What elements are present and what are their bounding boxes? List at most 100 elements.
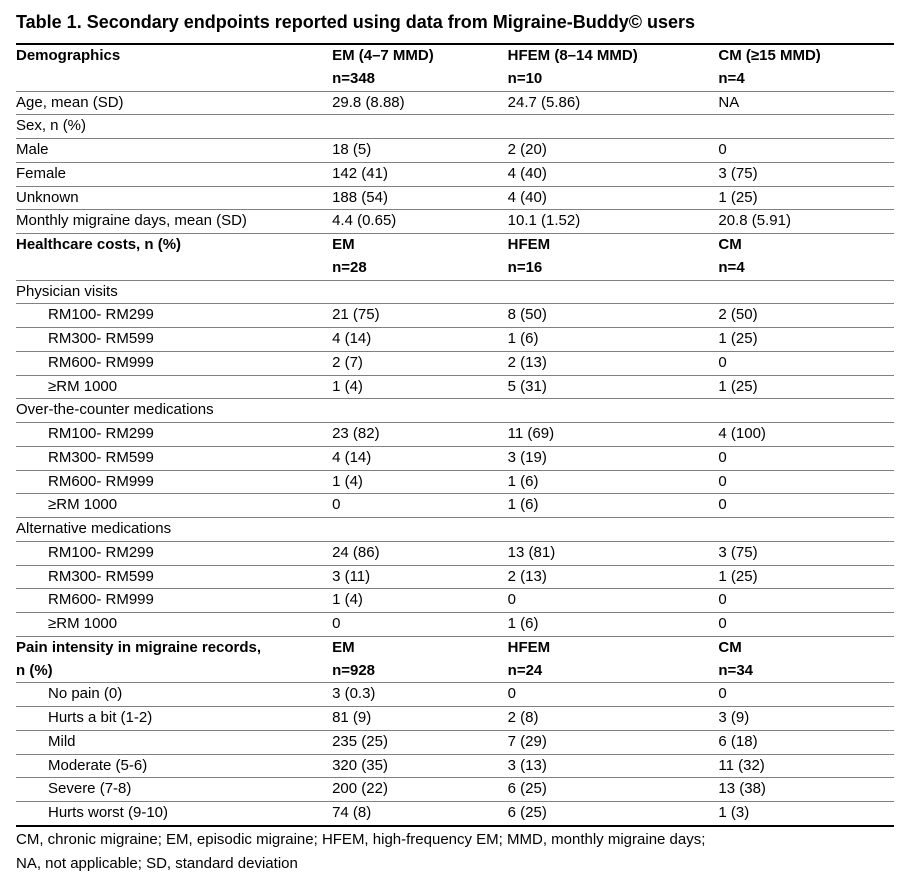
cell-hfem: 1 (6) xyxy=(508,494,719,518)
row-alt-1: RM100- RM299 24 (86) 13 (81) 3 (75) xyxy=(16,541,894,565)
cell-em: 0 xyxy=(332,494,508,518)
cell-label: Age, mean (SD) xyxy=(16,91,332,115)
cell-cm: 0 xyxy=(718,446,894,470)
header-em: EM (4–7 MMD) xyxy=(332,44,508,68)
cell-cm: 2 (50) xyxy=(718,304,894,328)
cost-header-hfem-n: n=16 xyxy=(508,257,719,280)
cell-cm: 1 (25) xyxy=(718,565,894,589)
cell-hfem: 3 (19) xyxy=(508,446,719,470)
cell-label: Hurts worst (9-10) xyxy=(16,802,332,826)
row-phys-3: RM600- RM999 2 (7) 2 (13) 0 xyxy=(16,351,894,375)
cell-label: RM600- RM999 xyxy=(16,470,332,494)
row-otc-3: RM600- RM999 1 (4) 1 (6) 0 xyxy=(16,470,894,494)
cell-hfem: 24.7 (5.86) xyxy=(508,91,719,115)
row-pain-4: Severe (7-8) 200 (22) 6 (25) 13 (38) xyxy=(16,778,894,802)
cell-hfem: 0 xyxy=(508,589,719,613)
cell-em: 1 (4) xyxy=(332,375,508,399)
cell-em: 3 (0.3) xyxy=(332,683,508,707)
cell-label: Male xyxy=(16,139,332,163)
cell-label: RM600- RM999 xyxy=(16,589,332,613)
cell-label: Unknown xyxy=(16,186,332,210)
cell-label: RM300- RM599 xyxy=(16,328,332,352)
cell-label: Mild xyxy=(16,730,332,754)
cell-cm: 1 (25) xyxy=(718,375,894,399)
cell-em: 2 (7) xyxy=(332,351,508,375)
cell-em: 200 (22) xyxy=(332,778,508,802)
cell-label: Moderate (5-6) xyxy=(16,754,332,778)
header-row-1: Demographics EM (4–7 MMD) HFEM (8–14 MMD… xyxy=(16,44,894,68)
row-age: Age, mean (SD) 29.8 (8.88) 24.7 (5.86) N… xyxy=(16,91,894,115)
table-title: Table 1. Secondary endpoints reported us… xyxy=(16,12,894,33)
cell-label: No pain (0) xyxy=(16,683,332,707)
cell-cm: 1 (3) xyxy=(718,802,894,826)
pain-header-em: EM xyxy=(332,636,508,659)
cell-cm: NA xyxy=(718,91,894,115)
cell-label: RM600- RM999 xyxy=(16,351,332,375)
row-otc-header: Over-the-counter medications xyxy=(16,399,894,423)
cell-cm: 0 xyxy=(718,494,894,518)
cell-em: 1 (4) xyxy=(332,470,508,494)
row-phys-2: RM300- RM599 4 (14) 1 (6) 1 (25) xyxy=(16,328,894,352)
cell-label: Female xyxy=(16,162,332,186)
cell-hfem: 11 (69) xyxy=(508,423,719,447)
row-alt-3: RM600- RM999 1 (4) 0 0 xyxy=(16,589,894,613)
cell-em: 4 (14) xyxy=(332,328,508,352)
row-otc-4: ≥RM 1000 0 1 (6) 0 xyxy=(16,494,894,518)
pain-header-row-2: n (%) n=928 n=24 n=34 xyxy=(16,660,894,683)
cost-header-label: Healthcare costs, n (%) xyxy=(16,234,332,257)
header-cm: CM (≥15 MMD) xyxy=(718,44,894,68)
cell-hfem: 4 (40) xyxy=(508,162,719,186)
data-table: Demographics EM (4–7 MMD) HFEM (8–14 MMD… xyxy=(16,43,894,827)
cell-cm: 0 xyxy=(718,589,894,613)
cell-em: 142 (41) xyxy=(332,162,508,186)
row-pain-1: Hurts a bit (1-2) 81 (9) 2 (8) 3 (9) xyxy=(16,707,894,731)
cell-cm: 20.8 (5.91) xyxy=(718,210,894,234)
cost-header-em-n: n=28 xyxy=(332,257,508,280)
row-pain-0: No pain (0) 3 (0.3) 0 0 xyxy=(16,683,894,707)
cost-header-row-1: Healthcare costs, n (%) EM HFEM CM xyxy=(16,234,894,257)
header-cm-n: n=4 xyxy=(718,68,894,91)
pain-header-label-2: n (%) xyxy=(16,660,332,683)
row-phys-4: ≥RM 1000 1 (4) 5 (31) 1 (25) xyxy=(16,375,894,399)
header-em-n: n=348 xyxy=(332,68,508,91)
cost-header-hfem: HFEM xyxy=(508,234,719,257)
cell-hfem: 4 (40) xyxy=(508,186,719,210)
cell-em: 188 (54) xyxy=(332,186,508,210)
cell-hfem: 1 (6) xyxy=(508,328,719,352)
cell-em: 74 (8) xyxy=(332,802,508,826)
cell-cm: 0 xyxy=(718,613,894,637)
row-unknown: Unknown 188 (54) 4 (40) 1 (25) xyxy=(16,186,894,210)
cell-em: 320 (35) xyxy=(332,754,508,778)
cell-cm: 3 (75) xyxy=(718,162,894,186)
cell-label: RM300- RM599 xyxy=(16,446,332,470)
cell-cm: 6 (18) xyxy=(718,730,894,754)
cell-em: 1 (4) xyxy=(332,589,508,613)
pain-header-cm-n: n=34 xyxy=(718,660,894,683)
cell-em: 4 (14) xyxy=(332,446,508,470)
row-female: Female 142 (41) 4 (40) 3 (75) xyxy=(16,162,894,186)
cell-cm: 3 (9) xyxy=(718,707,894,731)
cell-label: Monthly migraine days, mean (SD) xyxy=(16,210,332,234)
pain-header-cm: CM xyxy=(718,636,894,659)
cell-label: Sex, n (%) xyxy=(16,115,332,139)
footnote-2: NA, not applicable; SD, standard deviati… xyxy=(16,853,894,875)
row-phys-1: RM100- RM299 21 (75) 8 (50) 2 (50) xyxy=(16,304,894,328)
cell-cm: 0 xyxy=(718,470,894,494)
cell-hfem: 2 (8) xyxy=(508,707,719,731)
cell-hfem: 7 (29) xyxy=(508,730,719,754)
cell-label: RM100- RM299 xyxy=(16,423,332,447)
cell-cm: 11 (32) xyxy=(718,754,894,778)
cell-label: Alternative medications xyxy=(16,518,332,542)
header-hfem-n: n=10 xyxy=(508,68,719,91)
cell-cm: 1 (25) xyxy=(718,186,894,210)
cell-cm: 0 xyxy=(718,683,894,707)
pain-header-hfem: HFEM xyxy=(508,636,719,659)
row-male: Male 18 (5) 2 (20) 0 xyxy=(16,139,894,163)
header-row-2: n=348 n=10 n=4 xyxy=(16,68,894,91)
cell-hfem: 5 (31) xyxy=(508,375,719,399)
row-sex: Sex, n (%) xyxy=(16,115,894,139)
cell-label: Hurts a bit (1-2) xyxy=(16,707,332,731)
cell-hfem: 10.1 (1.52) xyxy=(508,210,719,234)
cell-em: 29.8 (8.88) xyxy=(332,91,508,115)
cell-em: 3 (11) xyxy=(332,565,508,589)
